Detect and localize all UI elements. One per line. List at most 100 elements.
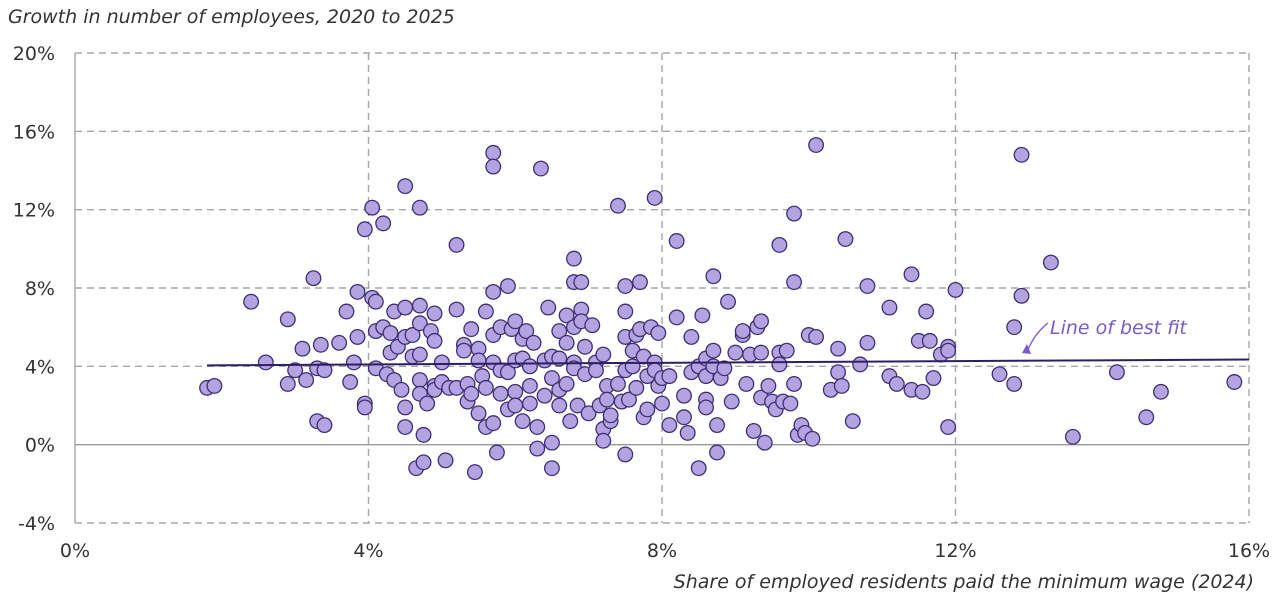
data-point — [771, 356, 788, 373]
data-point — [529, 419, 546, 435]
data-point — [1108, 364, 1125, 381]
data-point — [676, 387, 692, 404]
data-point — [543, 434, 560, 451]
data-point — [888, 376, 905, 392]
y-tick-label: 8% — [25, 278, 55, 300]
data-point — [521, 395, 538, 412]
data-point — [859, 334, 876, 351]
data-point — [411, 372, 428, 388]
data-point — [940, 419, 957, 435]
data-point — [499, 278, 516, 294]
data-point — [507, 397, 524, 414]
data-point — [536, 387, 553, 404]
data-point — [628, 379, 645, 396]
data-point — [720, 293, 736, 310]
y-tick-label: 20% — [13, 43, 55, 65]
data-point — [356, 399, 373, 416]
data-point — [543, 460, 560, 477]
data-point — [844, 413, 861, 430]
data-point — [540, 299, 557, 316]
data-point — [786, 376, 803, 392]
data-point — [551, 323, 568, 340]
data-point — [709, 417, 725, 434]
x-tick-label: 16% — [1228, 540, 1270, 562]
x-axis-title: Share of employed residents paid the min… — [673, 571, 1254, 593]
data-point — [925, 370, 942, 387]
y-tick-label: 4% — [25, 356, 55, 378]
data-point — [569, 397, 586, 414]
data-point — [488, 444, 505, 461]
data-point — [466, 464, 483, 481]
data-point — [257, 354, 274, 371]
data-point — [287, 362, 304, 379]
best-fit-line — [207, 358, 1250, 367]
data-point — [1064, 428, 1081, 445]
data-point — [679, 424, 696, 441]
tick-labels: -4%0%4%8%12%16%20%0% 4% 8% 12% 16% — [13, 43, 1270, 562]
data-point — [632, 274, 648, 291]
data-point — [305, 270, 322, 287]
data-point — [485, 144, 502, 161]
data-point — [411, 315, 428, 332]
data-point — [426, 305, 443, 322]
data-point — [411, 199, 428, 216]
data-point — [804, 430, 821, 447]
data-point — [499, 364, 516, 381]
data-point — [859, 278, 876, 294]
data-point — [397, 399, 414, 416]
data-point — [940, 342, 957, 359]
data-point — [507, 313, 524, 330]
data-point — [621, 391, 637, 408]
data-point — [375, 215, 392, 232]
data-point — [393, 381, 410, 398]
data-point — [397, 419, 414, 435]
data-point — [573, 274, 590, 291]
data-point — [448, 236, 465, 253]
data-point — [786, 205, 803, 222]
data-points — [199, 137, 1243, 481]
data-point — [551, 350, 568, 367]
data-point — [485, 158, 502, 175]
data-point — [1138, 409, 1155, 426]
data-point — [382, 325, 399, 341]
data-point — [745, 423, 762, 439]
data-point — [837, 231, 854, 247]
data-point — [367, 293, 384, 310]
data-point — [668, 309, 685, 326]
data-point — [709, 444, 725, 461]
data-point — [433, 354, 450, 371]
y-tick-label: 12% — [13, 200, 55, 222]
data-point — [485, 415, 502, 432]
best-fit-arrowhead — [1022, 344, 1031, 354]
data-point — [316, 417, 333, 434]
data-point — [529, 440, 546, 457]
data-point — [342, 374, 359, 390]
data-point — [294, 340, 311, 357]
data-point — [734, 323, 751, 340]
data-point — [690, 460, 707, 477]
data-point — [577, 338, 593, 355]
data-point — [617, 278, 634, 294]
data-point — [477, 379, 494, 396]
data-point — [661, 417, 678, 434]
data-point — [349, 283, 366, 300]
data-point — [525, 334, 542, 351]
data-point — [470, 405, 487, 422]
data-point — [566, 250, 582, 267]
data-point — [716, 360, 733, 377]
data-point — [599, 391, 615, 408]
data-point — [639, 401, 656, 418]
data-point — [753, 344, 770, 361]
data-point — [617, 446, 634, 463]
data-point — [588, 362, 604, 379]
data-point — [243, 293, 260, 310]
data-point — [991, 366, 1008, 383]
data-point — [1226, 374, 1243, 390]
data-point — [705, 268, 722, 285]
data-point — [492, 385, 509, 402]
data-point — [364, 199, 381, 216]
data-point — [727, 344, 744, 361]
data-point — [415, 454, 432, 471]
data-point — [551, 397, 568, 414]
